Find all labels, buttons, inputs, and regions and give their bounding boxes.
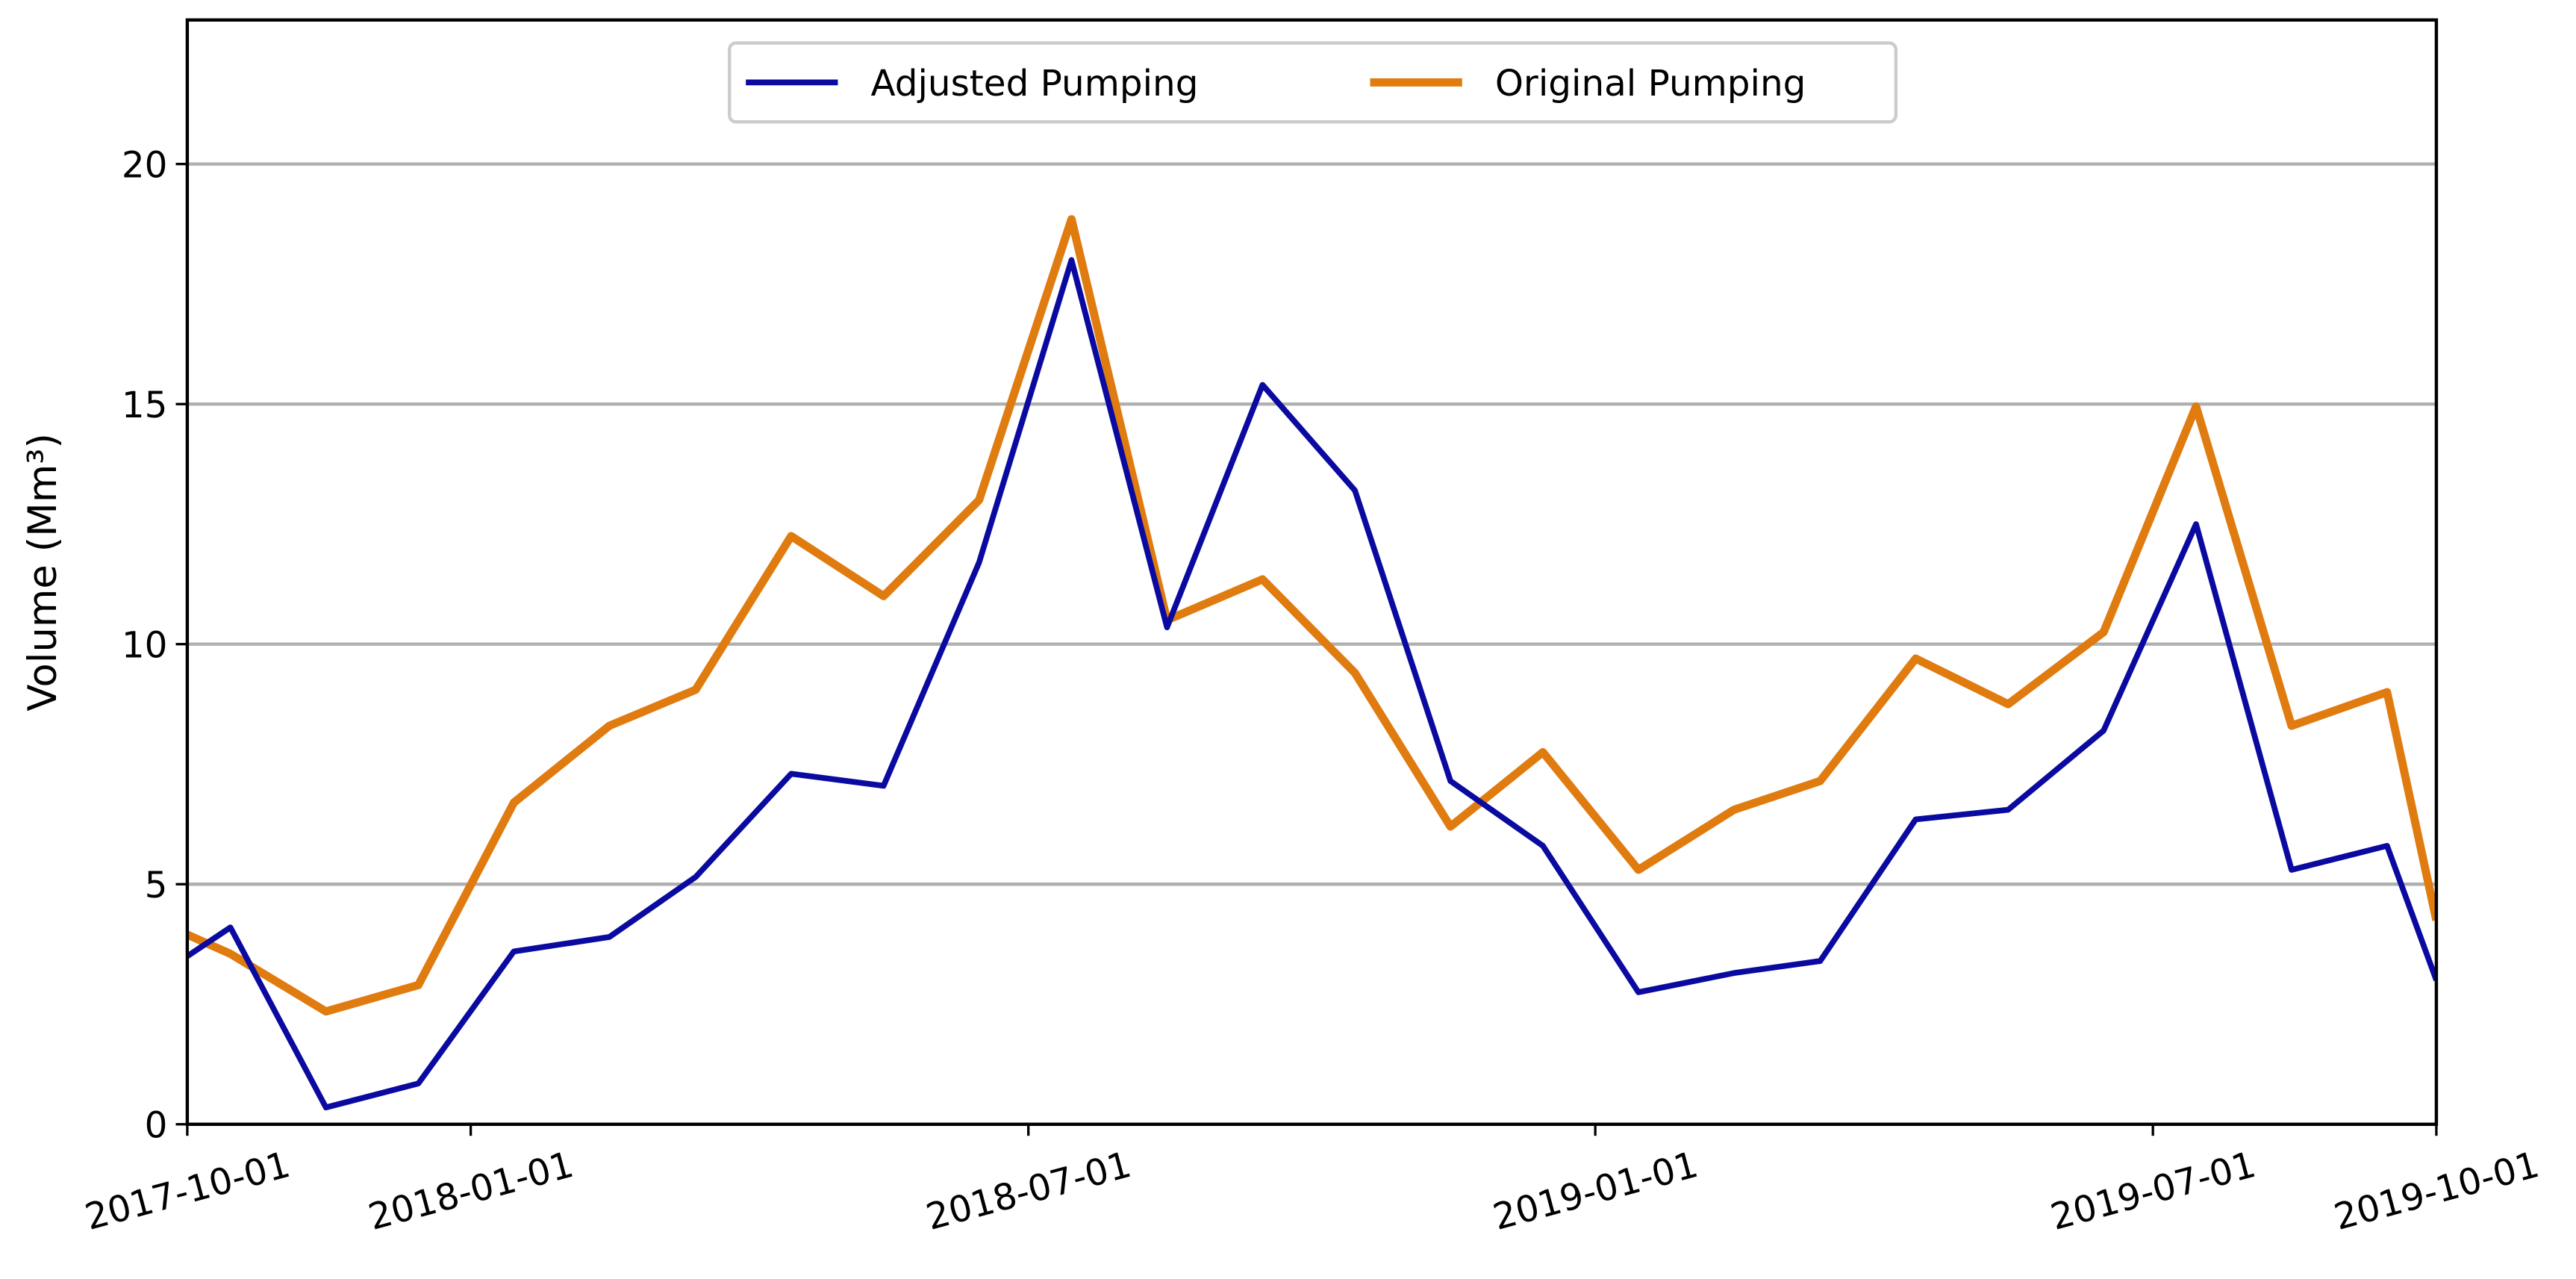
data-line [187,257,2436,1111]
legend-label: Adjusted Pumping [870,63,1198,105]
y-tick-label: 0 [145,1104,168,1146]
y-tick-label: 5 [145,865,168,906]
data-line [187,215,2436,1016]
x-tick-label: 2018-07-01 [922,1144,1135,1239]
legend-label: Original Pumping [1495,63,1806,105]
y-tick-label: 20 [122,144,168,186]
x-tick-label: 2018-01-01 [364,1144,578,1239]
x-tick-label: 2019-10-01 [2330,1144,2543,1239]
y-tick-label: 15 [122,385,168,426]
plot-frame [185,18,2439,1126]
legend-box [727,41,1898,124]
y-axis-label: Volume (Mm³) [20,433,66,712]
x-tick-label: 2019-01-01 [1488,1144,1702,1239]
x-tick-label: 2019-07-01 [2046,1144,2260,1239]
y-tick-label: 10 [122,624,168,666]
x-tick-label: 2017-10-01 [81,1144,294,1239]
